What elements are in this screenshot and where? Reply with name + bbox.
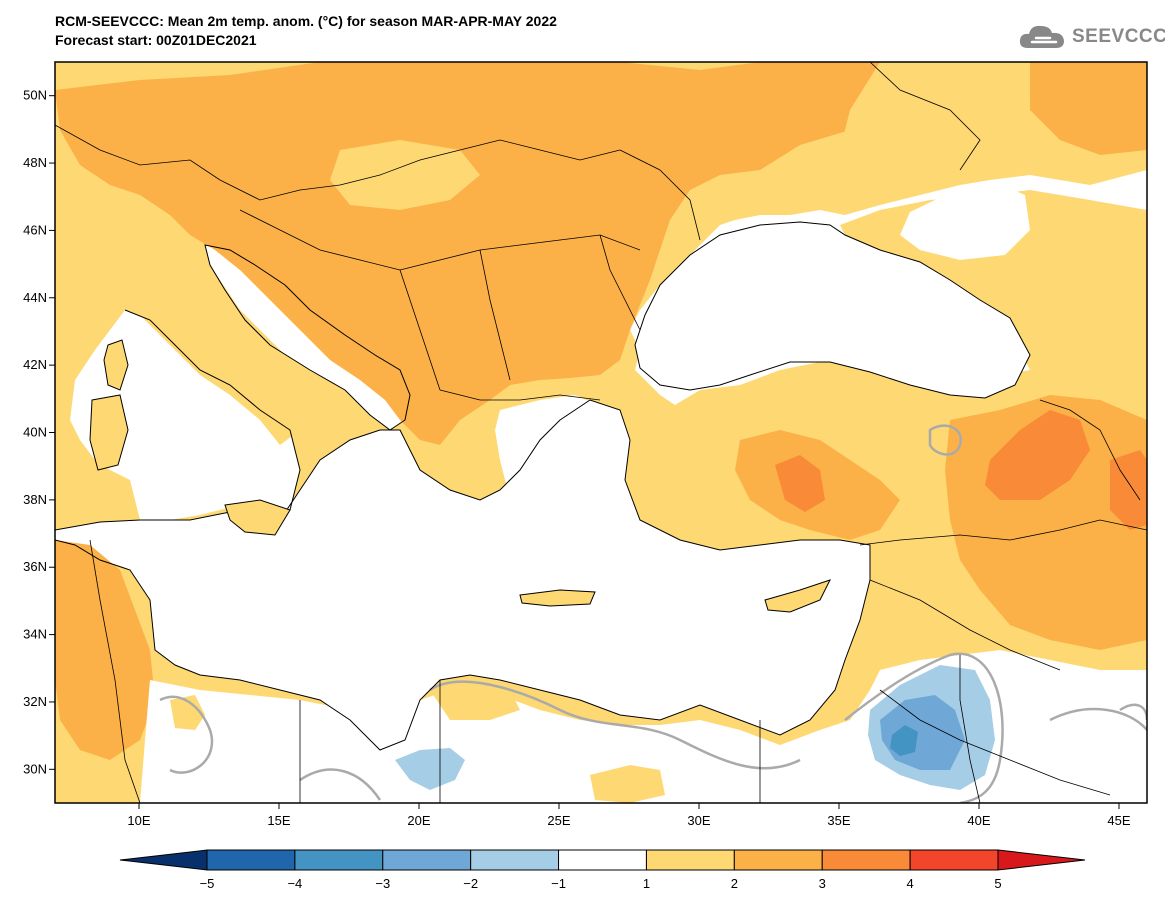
lat-tick-label: 44N <box>23 290 47 305</box>
lat-tick-label: 32N <box>23 694 47 709</box>
legend-swatch <box>733 849 823 871</box>
cloud-icon <box>1019 25 1064 48</box>
legend-label: −2 <box>463 876 478 891</box>
logo-text: SEEVCCC <box>1072 26 1165 47</box>
black-sea <box>635 222 1030 398</box>
legend-swatch <box>558 849 647 871</box>
lat-tick-label: 36N <box>23 559 47 574</box>
warm-3-4-caucasus <box>985 410 1090 500</box>
warm-1-2-north-band <box>330 140 480 210</box>
island-crete <box>519 589 596 607</box>
aegean-sea <box>495 395 630 590</box>
warm-3-4-central-anatolia <box>775 455 825 512</box>
title-line-2: Forecast start: 00Z01DEC2021 <box>55 32 257 48</box>
country-borders <box>55 62 1147 803</box>
mediterranean-sea <box>55 400 870 750</box>
legend-label: 3 <box>819 876 826 891</box>
legend-swatch <box>382 849 472 871</box>
lon-tick-label: 35E <box>827 813 850 828</box>
lon-tick-label: 10E <box>127 813 150 828</box>
legend-label: 2 <box>731 876 738 891</box>
lat-tick-label: 30N <box>23 761 47 776</box>
lon-tick-label: 40E <box>967 813 990 828</box>
lat-tick-label: 42N <box>23 357 47 372</box>
lon-tick-label: 20E <box>407 813 430 828</box>
legend-swatch <box>909 849 999 871</box>
island-sicily <box>224 499 291 536</box>
legend-swatch <box>294 849 384 871</box>
legend-label: 1 <box>643 876 650 891</box>
warm-2-3-central <box>55 62 900 445</box>
lon-tick-label: 30E <box>687 813 710 828</box>
legend-swatch <box>206 849 296 871</box>
island-cyprus <box>764 579 831 613</box>
legend-label: −1 <box>551 876 566 891</box>
title-line-1: RCM-SEEVCCC: Mean 2m temp. anom. (°C) fo… <box>55 13 557 29</box>
legend-label: 5 <box>994 876 1001 891</box>
lon-tick-label: 45E <box>1107 813 1130 828</box>
color-legend: −5 −4 −3 −2 −1 1 2 3 4 5 <box>119 849 1086 891</box>
island-sardinia <box>89 394 129 471</box>
legend-label: −3 <box>375 876 390 891</box>
seevccc-logo: SEEVCCC <box>1018 22 1165 52</box>
lat-tick-label: 48N <box>23 155 47 170</box>
lon-tick-label: 25E <box>547 813 570 828</box>
warm-1-2-libya <box>430 680 520 720</box>
caspian-north-white <box>900 180 1030 260</box>
warm-1-2-ukraine-band <box>840 62 1050 170</box>
cool-1-2-libya-coast <box>395 748 465 790</box>
lon-tick-label: 15E <box>267 813 290 828</box>
legend-swatch <box>119 849 208 871</box>
warm-1-2-egypt-patch <box>590 765 665 803</box>
warm-1-2-sahara-patch <box>170 695 205 730</box>
warm-1-2-italy <box>110 245 320 445</box>
warm-3-4-iran <box>1110 450 1147 530</box>
latitude-axis: 50N 48N 46N 44N 42N 40N 38N 36N 34N 32N 30N <box>23 88 55 776</box>
legend-label: −5 <box>200 876 215 891</box>
island-corsica <box>103 339 129 391</box>
lat-tick-label: 38N <box>23 492 47 507</box>
islands <box>89 339 831 613</box>
longitude-axis: 10E 15E 20E 25E 30E 35E 40E 45E <box>127 803 1131 828</box>
map-field <box>55 62 1147 803</box>
lat-tick-label: 34N <box>23 627 47 642</box>
lat-tick-label: 46N <box>23 222 47 237</box>
lat-tick-label: 50N <box>23 88 47 103</box>
legend-label: 4 <box>906 876 913 891</box>
legend-swatch <box>997 849 1086 871</box>
warm-2-3-northeast <box>1030 62 1147 155</box>
legend-swatch <box>645 849 735 871</box>
legend-swatch <box>821 849 911 871</box>
warm-2-3-libya-west <box>55 540 155 760</box>
cool-3-4-arabia-core <box>890 725 918 756</box>
map-title: RCM-SEEVCCC: Mean 2m temp. anom. (°C) fo… <box>55 12 557 50</box>
lat-tick-label: 40N <box>23 425 47 440</box>
legend-swatch <box>470 849 560 871</box>
legend-label: −4 <box>287 876 302 891</box>
